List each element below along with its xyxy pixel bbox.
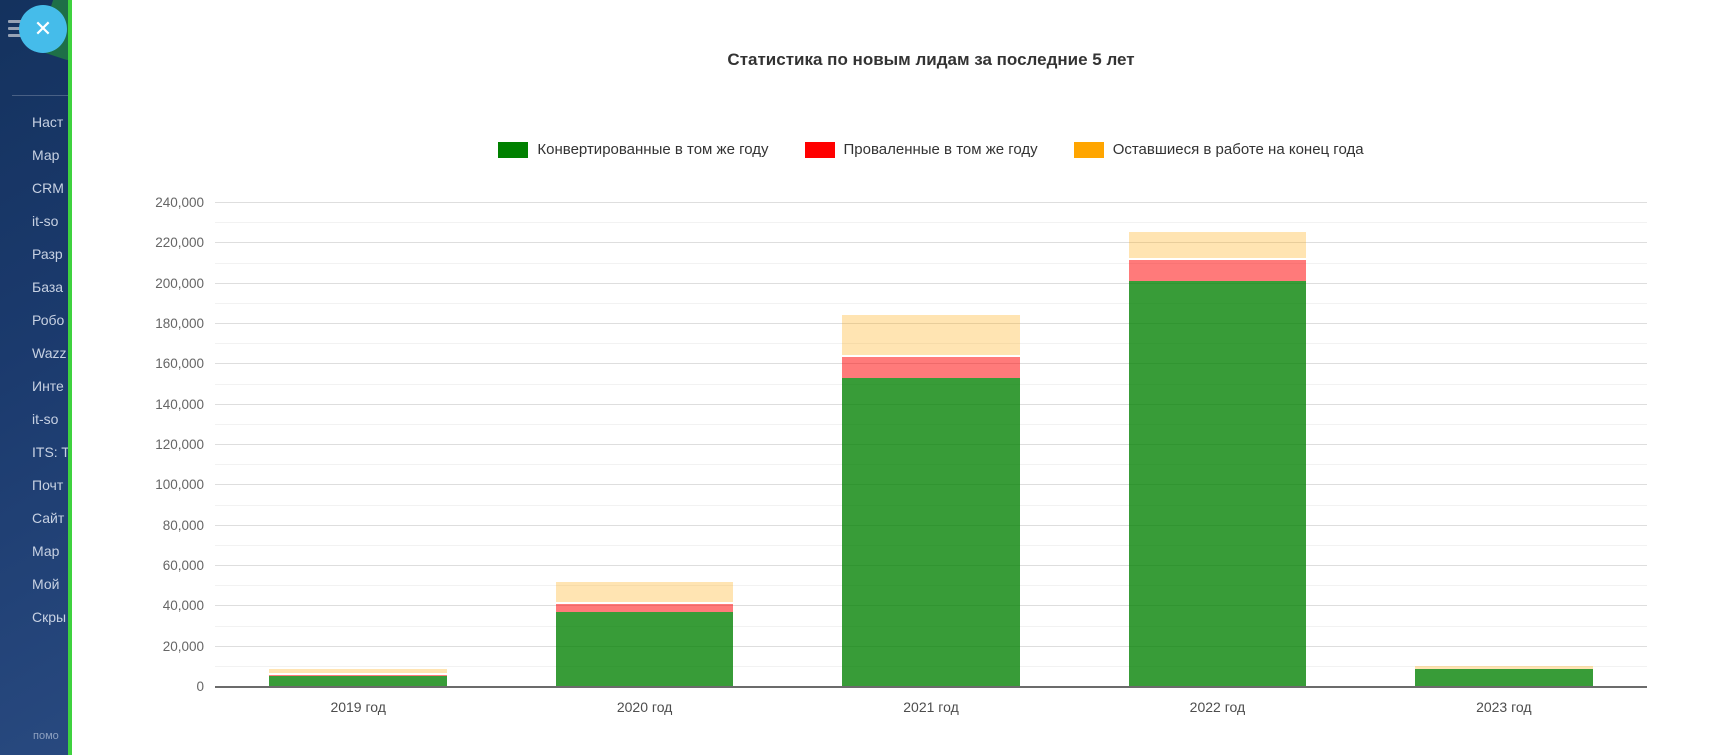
x-tick-label: 2020 год: [616, 699, 673, 715]
sidebar-item-7[interactable]: Wazz: [32, 345, 67, 361]
sidebar-item-8[interactable]: Инте: [32, 378, 64, 394]
bar-segment-series-0: [1128, 280, 1307, 687]
legend-swatch-icon: [1073, 141, 1104, 158]
legend-item-0[interactable]: Конвертированные в том же году: [498, 141, 769, 158]
x-tick-label: 2021 год: [903, 699, 959, 715]
bar-segment-series-2: [269, 666, 447, 673]
y-tick-label: 40,000: [162, 598, 204, 614]
bar-segment-series-2: [1415, 663, 1593, 669]
sidebar-item-3[interactable]: it-so: [32, 213, 59, 229]
bars-layer: [215, 203, 1647, 687]
bar-slot: [788, 203, 1074, 687]
legend-swatch-icon: [804, 141, 835, 158]
legend-label: Проваленные в том же году: [843, 141, 1038, 158]
sidebar-help-link[interactable]: помо: [33, 730, 59, 742]
sidebar-divider: [12, 95, 68, 96]
bar-segment-series-0: [842, 378, 1020, 687]
chart-title: Статистика по новым лидам за последние 5…: [727, 50, 1135, 69]
gridline: [215, 302, 1647, 304]
sidebar-menu: Наст Мар CRM it-so Разр База Робо Wazz Инте it-so…: [0, 106, 68, 634]
gridline: [215, 202, 1647, 203]
bar-slot: [501, 203, 787, 687]
sidebar-item-10[interactable]: ITS: T: [32, 444, 68, 460]
chart-legend: Конвертированные в том же году Проваленны…: [215, 141, 1647, 158]
bar-segment-series-1: [1128, 258, 1307, 281]
y-tick-label: 240,000: [155, 195, 204, 210]
sidebar-item-6[interactable]: Робо: [32, 312, 65, 328]
bar-segment-series-2: [1128, 230, 1307, 259]
bar-2019-год[interactable]: [269, 666, 447, 687]
gridline: [215, 262, 1647, 264]
legend-item-1[interactable]: Проваленные в том же году: [804, 141, 1038, 158]
bar-2022-год[interactable]: [1128, 230, 1307, 687]
sidebar-item-2[interactable]: CRM: [32, 180, 64, 196]
bar-segment-series-1: [269, 672, 447, 676]
bar-slot: [215, 203, 501, 687]
x-tick-label: 2022 год: [1189, 699, 1246, 715]
sidebar-item-11[interactable]: Почт: [32, 477, 64, 493]
sidebar-item-9[interactable]: it-so: [32, 411, 59, 427]
sidebar-item-14[interactable]: Мой: [32, 576, 60, 592]
y-tick-label: 0: [196, 679, 204, 694]
gridline: [215, 242, 1647, 244]
y-tick-label: 160,000: [155, 356, 204, 372]
y-tick-label: 220,000: [155, 235, 204, 251]
bar-2023-год[interactable]: [1415, 663, 1593, 687]
legend-label: Конвертированные в том же году: [537, 141, 769, 158]
gridline: [215, 222, 1647, 224]
y-tick-label: 100,000: [155, 477, 204, 493]
bar-segment-series-0: [555, 612, 734, 687]
y-tick-label: 180,000: [155, 316, 204, 331]
legend-swatch-icon: [498, 141, 529, 158]
y-tick-label: 120,000: [155, 437, 204, 452]
x-tick-label: 2019 год: [330, 699, 386, 715]
gridline: [215, 343, 1647, 345]
sidebar-item-5[interactable]: База: [32, 279, 64, 295]
sidebar-item-4[interactable]: Разр: [32, 246, 63, 262]
bar-segment-series-2: [842, 312, 1020, 356]
bar-slot: [1361, 203, 1647, 687]
y-tick-label: 20,000: [162, 638, 204, 654]
sidebar-item-1[interactable]: Мар: [32, 147, 60, 163]
close-button[interactable]: ✕: [19, 5, 67, 53]
bar-segment-series-1: [555, 602, 734, 613]
sidebar: ✕ Наст Мар CRM it-so Разр База Робо Wazz Инте it-…: [0, 0, 68, 755]
y-tick-label: 80,000: [162, 517, 204, 533]
sidebar-item-15[interactable]: Скры: [32, 609, 67, 625]
x-axis-line: [215, 686, 1647, 688]
x-axis-labels: 2019 год 2020 год 2021 год 2022 год 2023 год: [215, 699, 1647, 715]
gridline: [215, 282, 1647, 284]
bar-slot: [1074, 203, 1360, 687]
x-tick-label: 2023 год: [1476, 699, 1532, 715]
sidebar-item-12[interactable]: Сайт: [32, 510, 65, 526]
legend-item-2[interactable]: Оставшиеся в работе на конец года: [1073, 141, 1364, 158]
legend-label: Оставшиеся в работе на конец года: [1112, 141, 1364, 158]
chart-panel: Статистика по новым лидам за последние 5…: [72, 0, 1711, 755]
sidebar-item-13[interactable]: Мар: [32, 543, 60, 559]
y-tick-label: 200,000: [155, 275, 204, 291]
bar-2021-год[interactable]: [842, 312, 1020, 687]
gridline: [215, 323, 1647, 324]
y-tick-label: 60,000: [162, 558, 204, 573]
y-tick-label: 140,000: [155, 396, 204, 412]
sidebar-item-0[interactable]: Наст: [32, 114, 64, 130]
bar-2020-год[interactable]: [555, 580, 734, 687]
bar-segment-series-0: [1415, 668, 1593, 687]
bar-segment-series-0: [269, 675, 447, 687]
plot-area[interactable]: 0 20,000 40,000 60,000 80,000 100,000 120,000 1…: [155, 195, 1647, 715]
bar-segment-series-2: [555, 580, 734, 603]
bar-segment-series-1: [842, 355, 1020, 379]
sidebar-resize-handle[interactable]: [68, 0, 72, 755]
close-icon: ✕: [33, 16, 53, 41]
